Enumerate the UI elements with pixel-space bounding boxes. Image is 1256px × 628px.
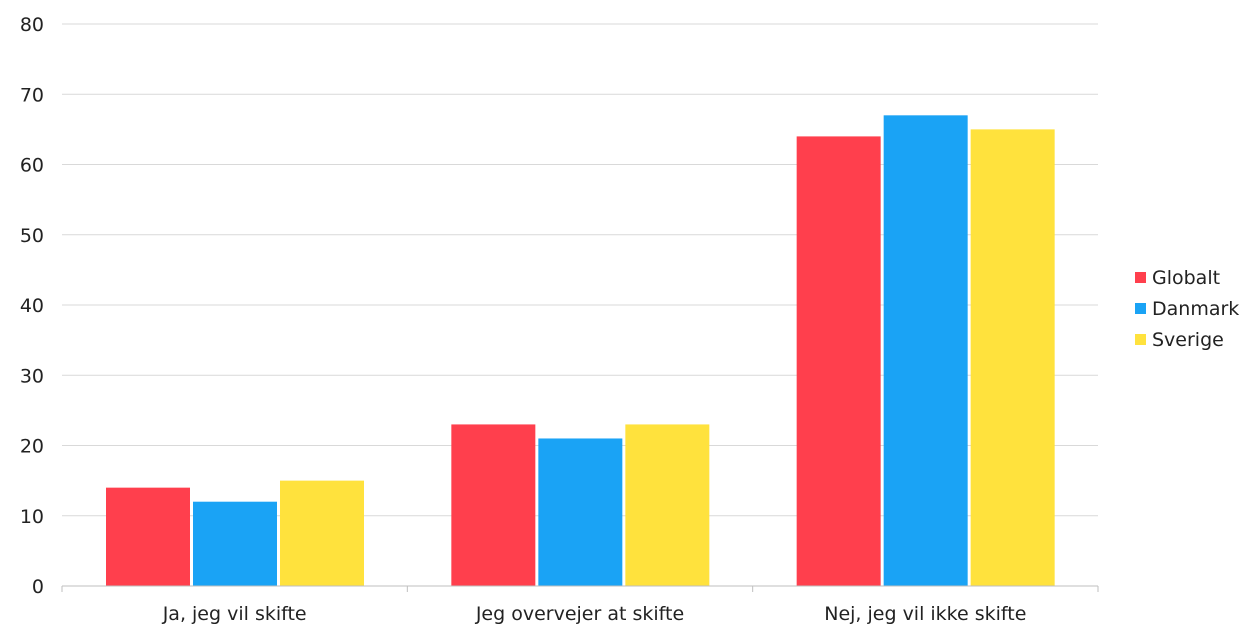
y-tick-label-20: 20 — [20, 436, 44, 458]
x-category-label-2: Nej, jeg vil ikke skifte — [824, 603, 1026, 625]
legend-swatch-globalt — [1135, 272, 1146, 283]
bar-sverige-0 — [280, 480, 364, 586]
y-tick-label-40: 40 — [20, 295, 44, 317]
bar-globalt-1 — [451, 424, 536, 586]
bar-danmark-2 — [883, 115, 968, 586]
bar-danmark-1 — [538, 438, 623, 586]
bar-sverige-1 — [625, 424, 710, 586]
x-category-label-1: Jeg overvejer at skifte — [475, 603, 684, 625]
y-tick-label-50: 50 — [20, 225, 44, 247]
legend-swatch-sverige — [1135, 334, 1146, 345]
axes: 0 10 20 30 40 50 60 70 80 Ja, jeg vil skifte Jeg o… — [20, 14, 1099, 625]
y-tick-label-10: 10 — [20, 506, 44, 528]
bar-danmark-0 — [193, 501, 277, 586]
y-tick-label-30: 30 — [20, 365, 44, 387]
y-tick-label-60: 60 — [20, 155, 44, 177]
y-tick-label-70: 70 — [20, 84, 44, 106]
y-tick-label-0: 0 — [32, 576, 44, 598]
gridlines — [62, 23, 1098, 517]
y-tick-label-80: 80 — [20, 14, 44, 36]
bar-globalt-0 — [106, 487, 190, 586]
x-category-label-0: Ja, jeg vil skifte — [162, 603, 307, 625]
legend-label-sverige: Sverige — [1152, 329, 1224, 351]
legend: Globalt Danmark Sverige — [1135, 267, 1239, 351]
legend-label-globalt: Globalt — [1152, 267, 1220, 289]
bars — [106, 115, 1055, 586]
legend-swatch-danmark — [1135, 303, 1146, 314]
bar-sverige-2 — [970, 129, 1055, 586]
legend-label-danmark: Danmark — [1152, 298, 1239, 320]
bar-globalt-2 — [796, 136, 881, 586]
